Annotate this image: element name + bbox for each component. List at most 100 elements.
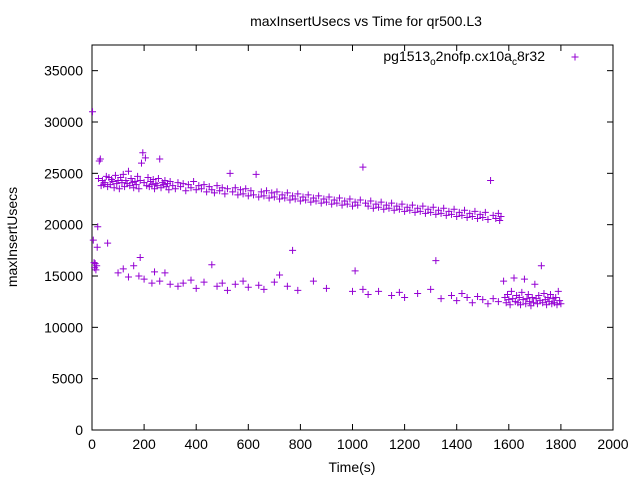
data-point: [95, 174, 103, 182]
data-point: [111, 171, 119, 179]
legend: pg1513o2nofp.cx10ac8r32: [383, 48, 579, 68]
data-point: [524, 290, 532, 298]
data-point: [239, 190, 247, 198]
data-point: [553, 301, 561, 309]
data-point: [190, 178, 198, 186]
y-tick-label: 15000: [44, 268, 83, 284]
data-point: [236, 186, 244, 194]
data-point: [427, 285, 435, 293]
data-point: [453, 297, 461, 305]
data-point: [535, 292, 543, 300]
data-point: [429, 203, 437, 211]
data-point: [289, 246, 297, 254]
data-point: [474, 215, 482, 223]
data-point: [92, 266, 100, 274]
data-point: [94, 223, 102, 231]
legend-label-main: pg1513: [383, 48, 430, 64]
data-point: [252, 170, 260, 178]
data-point: [115, 185, 123, 193]
data-points: [89, 108, 565, 310]
data-point: [231, 184, 239, 192]
data-point: [200, 278, 208, 286]
data-point: [281, 194, 289, 202]
data-point: [322, 284, 330, 292]
x-tick-label: 2000: [597, 436, 628, 452]
data-point: [223, 286, 231, 294]
data-point: [130, 262, 138, 270]
data-point: [156, 155, 164, 163]
data-point: [136, 177, 144, 185]
data-point: [119, 170, 127, 178]
data-point: [556, 297, 564, 305]
x-tick-label: 1800: [545, 436, 576, 452]
x-axis-label: Time(s): [329, 459, 376, 475]
data-point: [149, 175, 157, 183]
data-point: [122, 177, 130, 185]
y-tick-label: 0: [75, 422, 83, 438]
data-point: [414, 289, 422, 297]
data-point: [537, 262, 545, 270]
data-point: [213, 282, 221, 290]
data-point: [134, 172, 142, 180]
data-point: [335, 194, 343, 202]
data-point: [101, 179, 109, 187]
data-point: [494, 298, 502, 306]
data-point: [174, 179, 182, 187]
data-point: [375, 203, 383, 211]
data-point: [283, 282, 291, 290]
data-point: [148, 181, 156, 189]
data-point: [484, 300, 492, 308]
data-point: [153, 182, 161, 190]
data-point: [165, 186, 173, 194]
legend-label: pg1513o2nofp.cx10ac8r32: [383, 48, 545, 68]
data-point: [432, 210, 440, 218]
data-point: [530, 299, 538, 307]
data-point: [552, 294, 560, 302]
data-point: [484, 216, 492, 224]
data-point: [113, 180, 121, 188]
data-point: [507, 287, 515, 295]
data-point: [503, 290, 511, 298]
data-point: [528, 294, 536, 302]
data-point: [520, 275, 528, 283]
data-point: [309, 277, 317, 285]
data-point: [419, 202, 427, 210]
data-point: [203, 188, 211, 196]
data-point: [437, 295, 445, 303]
data-point: [247, 187, 255, 195]
data-point: [468, 212, 476, 220]
chart-title: maxInsertUsecs vs Time for qr500.L3: [250, 13, 482, 29]
data-point: [496, 217, 504, 225]
data-point: [522, 300, 530, 308]
data-point: [500, 277, 508, 285]
data-point: [166, 178, 174, 186]
data-point: [479, 296, 487, 304]
data-point: [273, 188, 281, 196]
data-point: [411, 208, 419, 216]
data-point: [148, 279, 156, 287]
data-point: [192, 284, 200, 292]
data-point: [135, 272, 143, 280]
y-tick-label: 35000: [44, 63, 83, 79]
legend-marker-plus: [571, 53, 579, 61]
data-point: [302, 196, 310, 204]
x-axis: 0 200 400 600 800 1000 1200 1400 1600 1800 2000: [88, 45, 629, 452]
x-tick-label: 0: [88, 436, 96, 452]
data-point: [154, 174, 162, 182]
data-point: [89, 108, 97, 116]
data-point: [218, 279, 226, 287]
data-point: [283, 189, 291, 197]
data-point: [197, 185, 205, 193]
data-point: [406, 206, 414, 214]
data-point: [416, 207, 424, 215]
data-point: [325, 193, 333, 201]
data-point: [182, 187, 190, 195]
data-point: [518, 288, 526, 296]
x-tick-label: 800: [289, 436, 313, 452]
data-point: [447, 292, 455, 300]
data-point: [395, 288, 403, 296]
data-point: [388, 292, 396, 300]
data-point: [515, 294, 523, 302]
data-point: [213, 182, 221, 190]
